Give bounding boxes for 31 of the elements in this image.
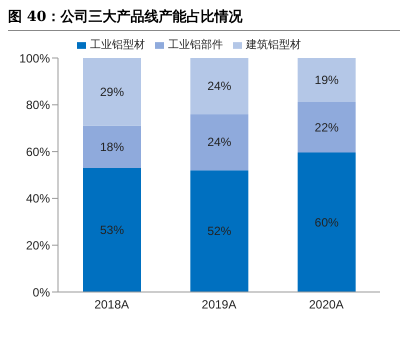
data-label: 53% — [100, 222, 124, 237]
y-tick-label: 20% — [26, 238, 50, 252]
y-tick-label: 80% — [26, 98, 50, 112]
bar — [190, 58, 248, 114]
chart-title: 图 40：公司三大产品线产能占比情况 — [8, 8, 400, 31]
data-label: 18% — [100, 140, 124, 154]
bar — [83, 168, 141, 292]
y-tick-label: 60% — [26, 144, 50, 159]
data-label: 29% — [100, 84, 124, 99]
data-label: 52% — [207, 224, 232, 238]
y-tick-label: 40% — [26, 192, 50, 206]
legend-label: 建筑铝型材 — [246, 39, 301, 51]
bar — [298, 58, 356, 102]
data-label: 19% — [314, 72, 339, 87]
legend-label: 工业铝型材 — [90, 39, 145, 51]
x-tick-label: 2020A — [308, 298, 344, 312]
bar — [298, 102, 356, 153]
data-label: 22% — [314, 120, 339, 134]
data-label: 24% — [207, 79, 232, 94]
bar — [190, 114, 248, 170]
data-label: 60% — [314, 215, 339, 230]
bar — [190, 170, 248, 292]
bar — [298, 152, 356, 292]
x-tick-label: 2018A — [94, 298, 130, 312]
y-tick-label: 100% — [19, 51, 50, 66]
legend-label: 工业铝部件 — [168, 39, 223, 51]
bar — [83, 126, 141, 168]
data-label: 24% — [207, 135, 232, 150]
x-tick-label: 2019A — [202, 298, 236, 312]
bar — [83, 58, 141, 126]
y-tick-label: 0% — [32, 285, 50, 300]
